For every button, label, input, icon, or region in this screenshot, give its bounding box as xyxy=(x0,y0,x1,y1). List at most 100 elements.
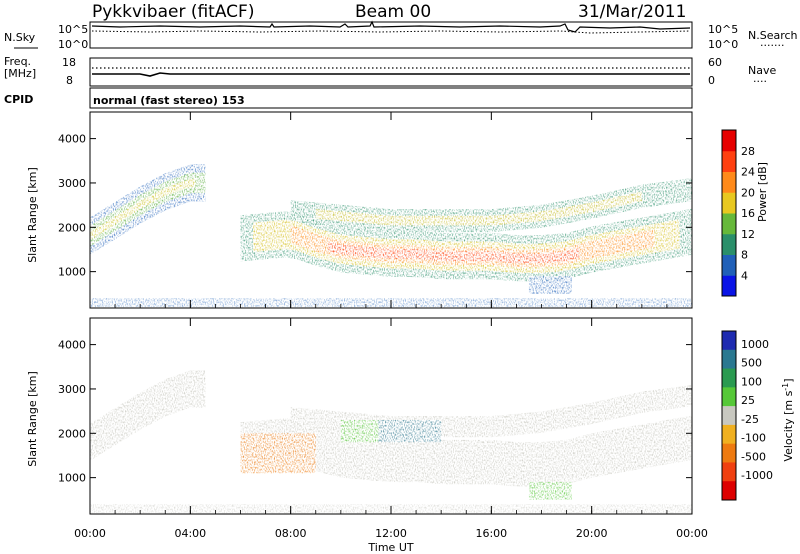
radar-title: Pykkvibaer (fitACF) xyxy=(92,2,254,22)
nsky-panel: N.Sky 10^5 10^0 10^5 10^0 N.Search ·····… xyxy=(4,20,798,52)
power-colorbar-tick: 12 xyxy=(741,228,755,241)
nave-label: Nave xyxy=(748,64,776,77)
velocity-band-main xyxy=(240,415,692,487)
velocity-colorbar-label: Velocity [m s-1] xyxy=(781,378,795,461)
y-tick-label: 4000 xyxy=(58,133,86,146)
nave-tick-top: 60 xyxy=(708,56,722,69)
power-colorbar: 4 8 12 16 20 24 28 xyxy=(721,129,755,297)
power-colorbar-tick: 28 xyxy=(741,145,755,158)
power-colorbar-label: Power [dB] xyxy=(756,162,769,222)
velocity-band-early xyxy=(90,370,206,461)
colorbar-segment xyxy=(722,462,736,482)
colorbar-segment xyxy=(722,424,736,445)
x-tick-label: 16:00 xyxy=(475,527,507,540)
freq-tick-bottom: 8 xyxy=(66,74,73,87)
colorbar-segment xyxy=(722,387,736,407)
cpid-label: CPID xyxy=(4,93,33,106)
power-x-ticks xyxy=(89,112,693,308)
power-band-early-core xyxy=(90,179,196,241)
velocity-colorbar-tick: 500 xyxy=(741,357,762,370)
power-colorbar-tick: 20 xyxy=(741,186,755,199)
colorbar-frame xyxy=(721,129,737,297)
cpid-text: normal (fast stereo) 153 xyxy=(93,94,245,107)
nsky-tick-top: 10^5 xyxy=(58,23,88,36)
velocity-x-ticks xyxy=(89,318,693,514)
x-tick-label: 08:00 xyxy=(275,527,307,540)
x-axis-label: Time UT xyxy=(367,541,413,554)
power-y-axis-label: Slant Range [km] xyxy=(26,167,39,263)
power-colorbar-tick: 4 xyxy=(741,269,748,282)
freq-panel: Freq. [MHz] 18 8 60 0 Nave ···· xyxy=(4,55,776,88)
colorbar-segment xyxy=(722,349,736,370)
y-tick-label: 1000 xyxy=(58,472,86,485)
x-tick-label: 04:00 xyxy=(174,527,206,540)
colorbar-segment xyxy=(722,233,736,255)
power-band-main-core xyxy=(328,241,580,264)
velocity-colorbar-label-sup: -1 xyxy=(781,383,790,391)
colorbar-segment xyxy=(722,275,736,297)
power-y-ticks: 1000 2000 3000 4000 xyxy=(58,133,692,279)
date-label: 31/Mar/2011 xyxy=(578,2,686,22)
freq-unit-label: [MHz] xyxy=(4,67,36,80)
nsearch-tick-bottom: 10^0 xyxy=(708,38,738,51)
colorbar-segment xyxy=(722,331,736,351)
y-tick-label: 3000 xyxy=(58,383,86,396)
freq-label: Freq. xyxy=(4,55,31,68)
colorbar-segment xyxy=(722,406,736,426)
velocity-colorbar-tick: 1000 xyxy=(741,338,769,351)
colorbar-segment xyxy=(722,171,736,193)
beam-label: Beam 00 xyxy=(355,2,431,22)
colorbar-segment xyxy=(722,368,736,388)
power-patch-low xyxy=(528,276,572,294)
nave-dots: ···· xyxy=(753,75,767,88)
nsearch-trace xyxy=(91,30,691,34)
velocity-y-ticks: 1000 2000 3000 4000 xyxy=(58,339,692,485)
colorbar-segment xyxy=(722,443,736,463)
velocity-colorbar-tick: 100 xyxy=(741,375,762,388)
nsearch-label: N.Search xyxy=(748,29,798,42)
velocity-colorbar-label-end: ] xyxy=(782,378,795,382)
y-tick-label: 1000 xyxy=(58,266,86,279)
power-panel: 1000 2000 3000 4000 Slant Range [km] 4 8 12 16… xyxy=(26,111,769,309)
y-tick-label: 2000 xyxy=(58,427,86,440)
colorbar-segment xyxy=(722,254,736,276)
velocity-colorbar-tick: -100 xyxy=(741,432,766,445)
nave-tick-bottom: 0 xyxy=(708,74,715,87)
nsky-trace xyxy=(91,20,691,33)
colorbar-segment xyxy=(722,150,736,172)
velocity-patch-strong-positive xyxy=(378,419,442,443)
nsearch-tick-top: 10^5 xyxy=(708,23,738,36)
nsearch-dots: ······· xyxy=(760,39,784,52)
colorbar-segment xyxy=(722,481,736,501)
velocity-heatmap xyxy=(90,370,692,514)
power-colorbar-tick: 24 xyxy=(741,166,755,179)
power-band-upper-core xyxy=(315,191,642,226)
velocity-colorbar-tick: -25 xyxy=(741,413,759,426)
y-tick-label: 4000 xyxy=(58,339,86,352)
colorbar-segment xyxy=(722,130,736,152)
power-colorbar-tick: 16 xyxy=(741,207,755,220)
velocity-patch-positive xyxy=(340,419,379,443)
power-colorbar-tick: 8 xyxy=(741,249,748,262)
velocity-colorbar-tick: -1000 xyxy=(741,469,773,482)
x-tick-label: 20:00 xyxy=(576,527,608,540)
colorbar-frame xyxy=(721,330,737,501)
x-tick-label: 12:00 xyxy=(375,527,407,540)
freq-trace xyxy=(92,72,690,77)
velocity-colorbar: 1000 500 100 25 -25 -100 -500 -1000 xyxy=(721,330,773,501)
freq-tick-top: 18 xyxy=(62,56,76,69)
nsky-label: N.Sky xyxy=(4,31,36,44)
x-tick-label: 00:00 xyxy=(74,527,106,540)
cpid-panel: CPID normal (fast stereo) 153 xyxy=(4,87,693,109)
velocity-y-axis-label: Slant Range [km] xyxy=(26,371,39,467)
velocity-colorbar-label-main: Velocity [m s xyxy=(782,390,795,461)
velocity-colorbar-tick: -500 xyxy=(741,450,766,463)
power-heatmap xyxy=(90,164,692,308)
y-tick-label: 3000 xyxy=(58,177,86,190)
x-tick-labels: 00:00 04:00 08:00 12:00 16:00 20:00 00:00 xyxy=(74,527,708,540)
x-tick-label: 00:00 xyxy=(676,527,708,540)
velocity-patch-negative xyxy=(240,433,316,474)
velocity-colorbar-tick: 25 xyxy=(741,394,755,407)
velocity-panel: 1000 2000 3000 4000 Slant Range [km] 1000 50… xyxy=(26,317,795,515)
